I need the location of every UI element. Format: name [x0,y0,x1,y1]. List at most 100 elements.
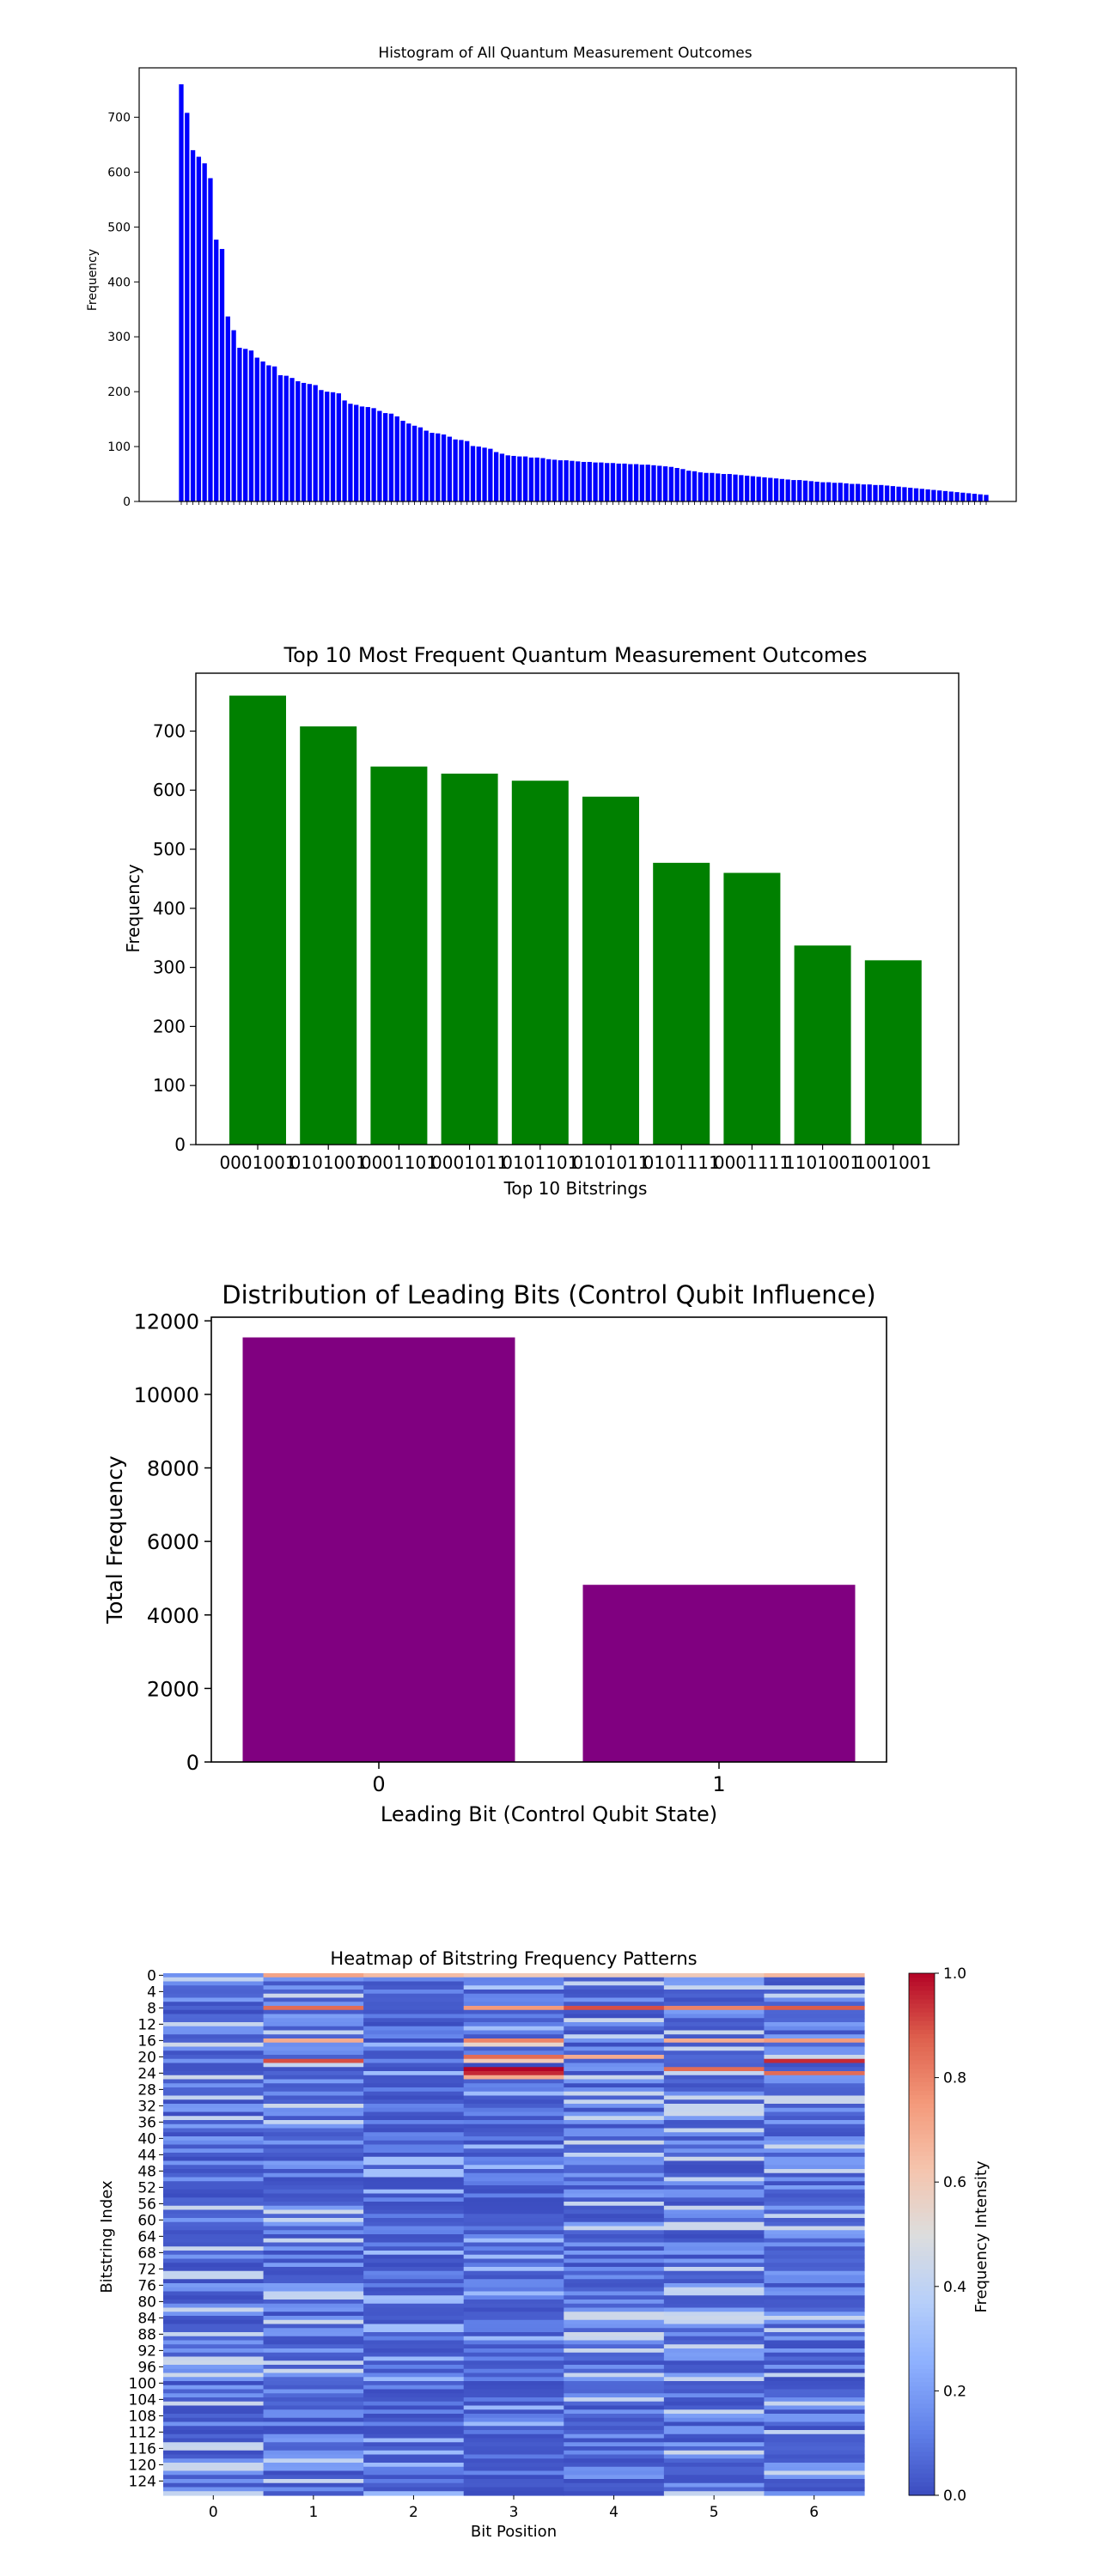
bar [499,453,505,501]
bar [377,410,382,501]
colorbar-segment [909,2195,935,2201]
heatmap-cell [263,2026,364,2032]
heatmap-cell [663,2116,765,2121]
heatmap-cell [764,2234,865,2239]
heatmap-cell [363,1981,465,1986]
colorbar-segment [909,2008,935,2014]
heatmap-cell [463,2169,564,2174]
heatmap-cell [463,2365,564,2370]
bar [342,400,347,501]
heatmap-cell [663,2063,765,2068]
heatmap-cell [263,2120,364,2125]
heatmap-cell [363,2202,465,2207]
bar [913,488,919,501]
x-axis-label: Top 10 Bitstrings [503,1178,648,1199]
heatmap-cell [163,2009,265,2015]
heatmap-cell [564,1993,665,1999]
heatmap-cell [463,2307,564,2312]
heatmap-cell [663,2242,765,2247]
bar [723,872,781,1145]
bar [668,466,673,501]
bar [359,406,365,501]
bar [832,483,838,501]
heatmap-cell [163,1990,265,1995]
heatmap-cell [263,2172,364,2178]
heatmap-cell [163,2372,265,2378]
bar [884,485,890,501]
heatmap-cell [663,2283,765,2288]
bar [482,447,487,501]
colorbar-segment [909,2134,935,2140]
heatmap-cell [163,2128,265,2133]
heatmap-cell [663,2107,765,2113]
heatmap-cell [564,2340,665,2345]
y-tick-label: 500 [153,839,186,860]
heatmap-cell [764,2352,865,2358]
heatmap-cell [564,2332,665,2337]
heatmap-cell [163,2316,265,2321]
heatmap-cell [564,2381,665,2386]
heatmap-cell [663,2205,765,2211]
heatmap-cell [764,2479,865,2484]
heatmap-cell [163,2107,265,2113]
heatmap-cell [764,2365,865,2370]
heatmap-cell [363,2479,465,2484]
heatmap-cell [363,2071,465,2076]
colorbar-segment [909,2464,935,2470]
colorbar-segment [909,2051,935,2057]
colorbar-segment [909,2142,935,2148]
colorbar-segment [909,2360,935,2366]
heatmap-cell [463,2221,564,2227]
heatmap-cell [363,2189,465,2195]
heatmap-cell [663,2475,765,2480]
heatmap-cell [764,2006,865,2011]
heatmap-cell [764,2181,865,2186]
y-tick-label: 700 [153,720,186,741]
heatmap-cell [263,2246,364,2251]
heatmap-cell [363,2120,465,2125]
heatmap-cell [663,2104,765,2109]
y-tick-label: 60 [137,2212,156,2229]
heatmap-cell [764,2009,865,2015]
bar [576,461,581,501]
heatmap-cell [663,2319,765,2325]
colorbar-segment [909,2190,935,2196]
heatmap-cell [263,1977,364,1983]
heatmap-cell [764,2356,865,2361]
heatmap-cell [363,2414,465,2419]
colorbar-segment [909,2108,935,2113]
heatmap-cell [764,1990,865,1995]
heatmap-cell [764,2205,865,2211]
heatmap-cell [463,2348,564,2354]
bar [873,484,878,501]
heatmap-cell [663,2295,765,2300]
colorbar-segment [909,2121,935,2126]
heatmap-cell [764,2071,865,2076]
heatmap-cell [463,2421,564,2427]
colorbar-segment [909,2020,935,2026]
colorbar-segment [909,2069,935,2075]
chart-title: Heatmap of Bitstring Frequency Patterns [330,1948,697,1969]
heatmap-cell [564,2148,665,2154]
heatmap-cell [663,2393,765,2398]
heatmap-cell [263,2458,364,2464]
heatmap-cell [363,2491,465,2496]
colorbar-segment [909,2425,935,2431]
heatmap-cell [163,2209,265,2215]
heatmap-cell [263,2344,364,2349]
heatmap-cell [463,2446,564,2451]
heatmap-cell [564,1997,665,2002]
colorbar-segment [909,2395,935,2401]
colorbar-segment [909,2182,935,2187]
heatmap-cell [764,2332,865,2337]
heatmap-cell [564,2254,665,2260]
heatmap-cell [463,2405,564,2410]
heatmap-cell [463,2230,564,2235]
colorbar-segment [909,2199,935,2205]
heatmap-cell [363,2482,465,2488]
y-tick-label: 0 [147,1967,156,1984]
heatmap-cell [263,2071,364,2076]
bar [517,456,522,501]
colorbar-segment [909,2456,935,2462]
heatmap-cell [463,2095,564,2100]
